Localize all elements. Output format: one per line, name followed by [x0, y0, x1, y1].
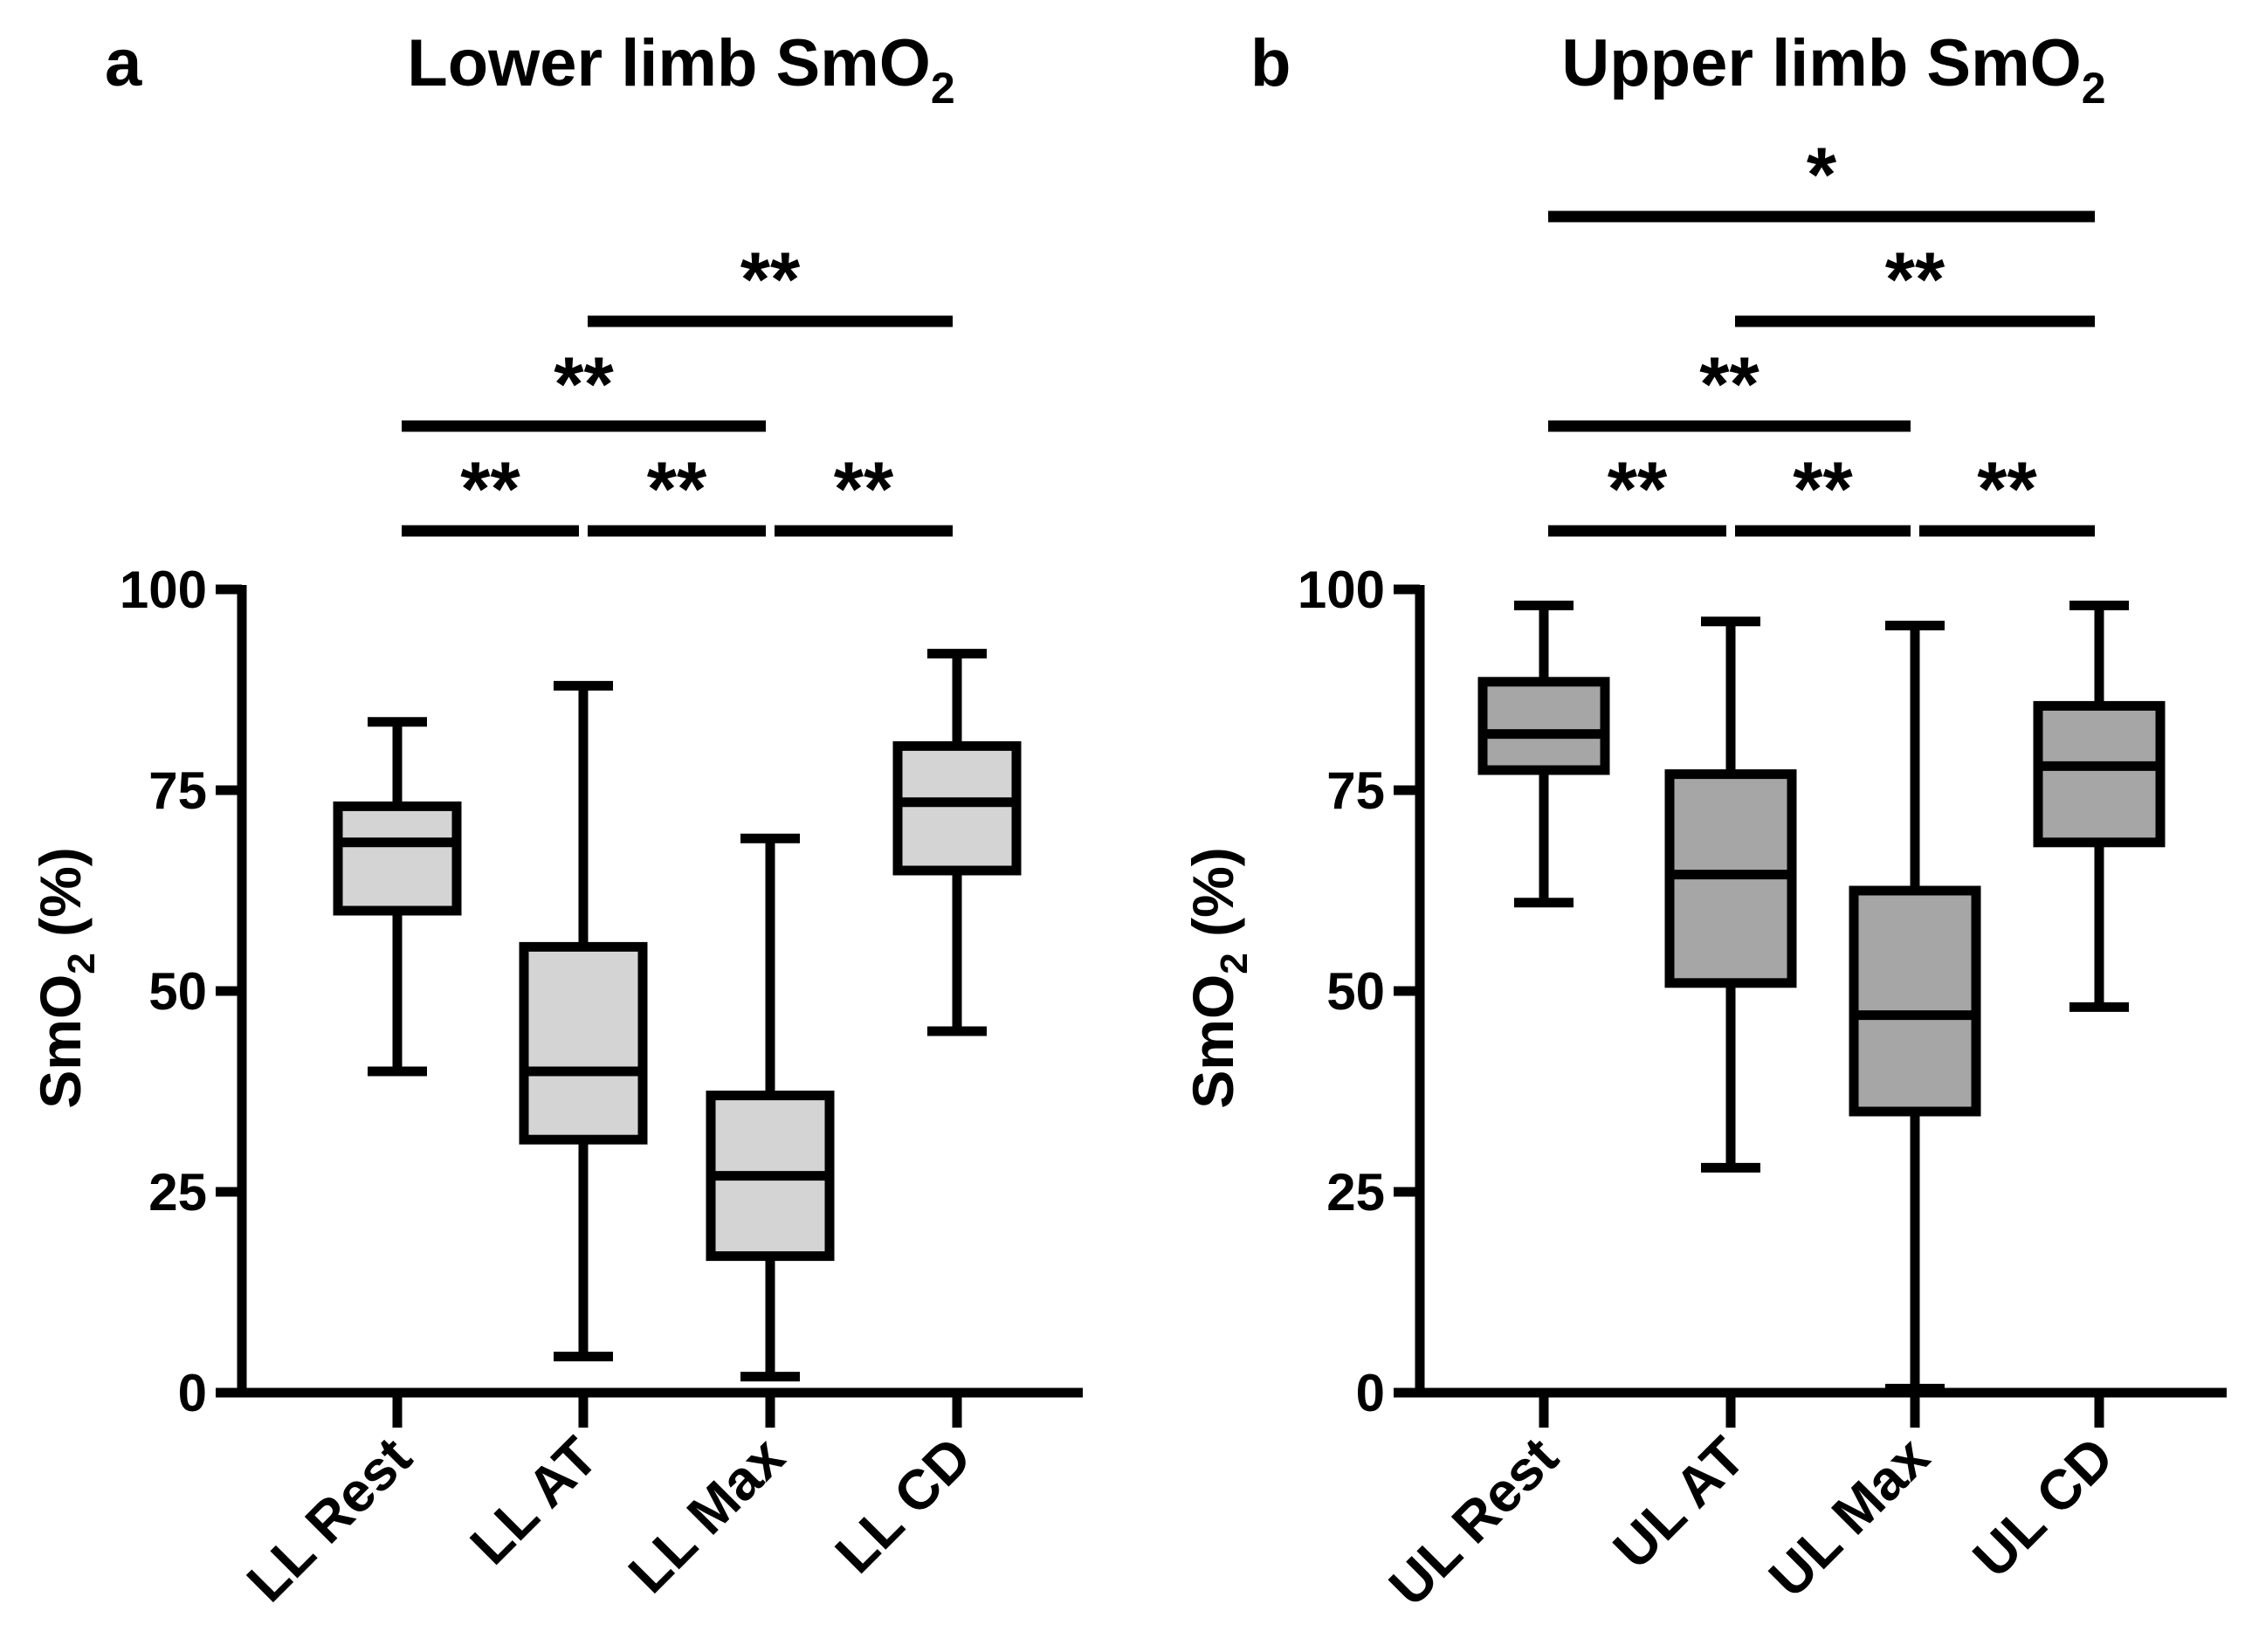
panel-letter: a: [105, 26, 142, 100]
box-ul-cd: [2033, 600, 2166, 1012]
significance-label: **: [647, 445, 707, 532]
iqr-box: [1477, 677, 1610, 775]
y-tick-label: 0: [1356, 1364, 1385, 1422]
significance-bracket: **: [1548, 341, 1911, 432]
y-axis-label-unit: (%): [28, 847, 93, 953]
y-axis-label-unit: (%): [1181, 847, 1245, 953]
box-ll-rest: [333, 717, 462, 1077]
panel-title-text: Upper limb SmO: [1561, 26, 2081, 100]
significance-label: **: [1977, 445, 2037, 532]
significance-label: *: [1807, 131, 1837, 217]
y-tick-label: 75: [148, 761, 207, 820]
plot-area: 0 25 50 75 100 LL Rest LL AT LL Max LL CD ** ** ** *…: [120, 236, 1083, 1614]
x-tick-label: UL Rest: [1377, 1425, 1570, 1618]
x-tick-label: UL Max: [1757, 1425, 1941, 1609]
y-axis-label-subscript: 2: [60, 953, 103, 974]
box-ll-cd: [892, 649, 1022, 1036]
x-tick-label: LL CD: [823, 1425, 983, 1585]
significance-bracket: **: [588, 445, 766, 537]
panel-title: Upper limb SmO2: [1561, 26, 2105, 113]
iqr-box: [1849, 885, 1981, 1117]
panel-title-text: Lower limb SmO: [407, 26, 931, 100]
y-tick-label: 75: [1326, 761, 1385, 820]
significance-bracket: **: [1548, 445, 1726, 537]
y-axis-label-text: SmO: [1181, 974, 1245, 1109]
significance-bracket: **: [775, 445, 953, 537]
significance-label: **: [1608, 445, 1668, 532]
significance-label: **: [834, 445, 894, 532]
iqr-box: [2033, 700, 2166, 848]
iqr-box: [519, 941, 648, 1145]
y-tick-label: 25: [1326, 1163, 1385, 1222]
panel-title: Lower limb SmO2: [407, 26, 954, 113]
x-tick-label: LL Rest: [235, 1425, 424, 1614]
y-tick-label: 100: [120, 561, 207, 619]
significance-bracket: *: [1548, 131, 2095, 223]
y-axis-label: SmO2 (%): [28, 847, 103, 1109]
iqr-box: [333, 801, 462, 916]
significance-label: **: [1885, 236, 1945, 322]
iqr-box: [892, 740, 1022, 876]
panel-b: b Upper limb SmO2 SmO2 (%) 0255075100UL …: [1181, 26, 2227, 1618]
x-tick-label: LL AT: [458, 1425, 609, 1576]
y-tick-label: 50: [1326, 962, 1385, 1021]
significance-label: **: [460, 445, 520, 532]
box-ul-at: [1664, 616, 1797, 1173]
significance-bracket: **: [402, 445, 579, 537]
y-tick-label: 25: [148, 1163, 207, 1222]
significance-bracket: **: [1735, 236, 2095, 327]
significance-bracket: **: [588, 236, 953, 327]
y-axis-label-text: SmO: [28, 974, 93, 1109]
significance-label: **: [1699, 341, 1760, 427]
x-tick-label: UL CD: [1961, 1425, 2125, 1589]
box-ul-max: [1849, 620, 1981, 1394]
box-ll-at: [519, 680, 648, 1362]
panel-title-subscript: 2: [2082, 64, 2106, 113]
x-tick-label: LL Max: [616, 1425, 796, 1605]
significance-label: **: [740, 236, 801, 322]
significance-bracket: **: [1919, 445, 2095, 537]
box-ll-max: [706, 833, 835, 1382]
panel-title-subscript: 2: [931, 64, 955, 113]
box-ul-rest: [1477, 600, 1610, 908]
significance-label: **: [1793, 445, 1853, 532]
y-tick-label: 0: [178, 1364, 207, 1422]
y-tick-label: 100: [1298, 561, 1385, 619]
significance-bracket: **: [1735, 445, 1911, 537]
significance-label: **: [554, 341, 614, 427]
x-tick-label: UL AT: [1601, 1425, 1757, 1580]
panel-letter: b: [1250, 26, 1291, 100]
significance-bracket: **: [402, 341, 766, 432]
y-axis-label: SmO2 (%): [1181, 847, 1256, 1109]
y-tick-label: 50: [148, 962, 207, 1021]
y-axis-label-subscript: 2: [1213, 953, 1256, 974]
panel-a: a Lower limb SmO2 SmO2 (%) 0255075100LL …: [28, 26, 1083, 1614]
